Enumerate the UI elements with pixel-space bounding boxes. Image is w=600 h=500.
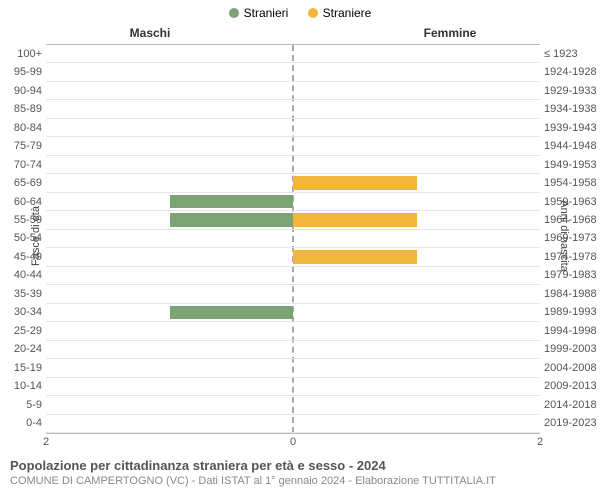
chart-subtitle: COMUNE DI CAMPERTOGNO (VC) - Dati ISTAT … (10, 475, 590, 487)
bar-female (293, 213, 417, 226)
y-tick-age: 65-69 (2, 177, 42, 189)
y-tick-age: 55-59 (2, 214, 42, 226)
y-tick-birth: 1949-1953 (544, 159, 596, 171)
y-tick-birth: ≤ 1923 (544, 48, 596, 60)
chart-row: 85-891934-1938 (46, 100, 540, 118)
chart-row: 20-241999-2003 (46, 341, 540, 359)
chart-row: 70-741949-1953 (46, 156, 540, 174)
legend-label-female: Straniere (323, 6, 372, 20)
chart-row: 55-591964-1968 (46, 211, 540, 229)
chart-footer: Popolazione per cittadinanza straniera p… (0, 454, 600, 487)
bar-male (170, 306, 294, 319)
legend-swatch-female (308, 8, 318, 18)
chart-row: 60-641959-1963 (46, 193, 540, 211)
header-male: Maschi (0, 26, 300, 40)
y-tick-age: 95-99 (2, 66, 42, 78)
chart-row: 50-541969-1973 (46, 230, 540, 248)
y-tick-birth: 1944-1948 (544, 140, 596, 152)
y-tick-birth: 1979-1983 (544, 269, 596, 281)
y-tick-birth: 1984-1988 (544, 288, 596, 300)
chart-row: 35-391984-1988 (46, 285, 540, 303)
chart-title: Popolazione per cittadinanza straniera p… (10, 458, 590, 473)
chart-row: 75-791944-1948 (46, 137, 540, 155)
y-tick-age: 70-74 (2, 159, 42, 171)
y-tick-age: 90-94 (2, 85, 42, 97)
y-tick-birth: 1994-1998 (544, 325, 596, 337)
population-pyramid-chart: Stranieri Straniere Maschi Femmine Fasce… (0, 0, 600, 500)
y-tick-age: 25-29 (2, 325, 42, 337)
y-tick-age: 35-39 (2, 288, 42, 300)
chart-row: 0-42019-2023 (46, 415, 540, 433)
y-tick-age: 5-9 (2, 399, 42, 411)
y-tick-birth: 1934-1938 (544, 103, 596, 115)
legend-item-male: Stranieri (229, 6, 289, 20)
y-tick-birth: 1929-1933 (544, 85, 596, 97)
y-tick-birth: 1969-1973 (544, 232, 596, 244)
y-tick-age: 60-64 (2, 196, 42, 208)
legend-swatch-male (229, 8, 239, 18)
chart-row: 5-92014-2018 (46, 396, 540, 414)
bar-male (170, 213, 294, 226)
y-tick-birth: 2004-2008 (544, 362, 596, 374)
chart-row: 25-291994-1998 (46, 322, 540, 340)
bar-female (293, 176, 417, 189)
y-tick-age: 10-14 (2, 380, 42, 392)
y-tick-birth: 2019-2023 (544, 417, 596, 429)
y-tick-age: 0-4 (2, 417, 42, 429)
x-tick: 2 (537, 436, 543, 448)
chart-row: 40-441979-1983 (46, 267, 540, 285)
chart-x-axis: 2 0 2 (46, 434, 540, 454)
y-tick-age: 20-24 (2, 343, 42, 355)
chart-row: 30-341989-1993 (46, 304, 540, 322)
x-tick: 0 (290, 436, 296, 448)
y-tick-age: 100+ (2, 48, 42, 60)
y-tick-birth: 1939-1943 (544, 122, 596, 134)
bar-male (170, 195, 294, 208)
chart-row: 100+≤ 1923 (46, 45, 540, 63)
chart-row: 90-941929-1933 (46, 82, 540, 100)
chart-row: 65-691954-1958 (46, 174, 540, 192)
y-tick-age: 30-34 (2, 306, 42, 318)
y-tick-age: 40-44 (2, 269, 42, 281)
y-tick-age: 75-79 (2, 140, 42, 152)
chart-plot-area: 100+≤ 192395-991924-192890-941929-193385… (46, 44, 540, 434)
y-tick-birth: 1959-1963 (544, 196, 596, 208)
y-tick-birth: 1964-1968 (544, 214, 596, 226)
bar-female (293, 250, 417, 263)
y-tick-birth: 2009-2013 (544, 380, 596, 392)
y-tick-birth: 2014-2018 (544, 399, 596, 411)
chart-panel-headers: Maschi Femmine (0, 26, 600, 44)
y-tick-age: 45-49 (2, 251, 42, 263)
y-tick-age: 80-84 (2, 122, 42, 134)
x-tick: 2 (43, 436, 49, 448)
y-tick-age: 50-54 (2, 232, 42, 244)
chart-row: 45-491974-1978 (46, 248, 540, 266)
y-tick-birth: 1954-1958 (544, 177, 596, 189)
chart-legend: Stranieri Straniere (0, 0, 600, 26)
y-tick-age: 85-89 (2, 103, 42, 115)
y-tick-age: 15-19 (2, 362, 42, 374)
chart-row: 80-841939-1943 (46, 119, 540, 137)
y-tick-birth: 1989-1993 (544, 306, 596, 318)
chart-row: 95-991924-1928 (46, 63, 540, 81)
y-tick-birth: 1974-1978 (544, 251, 596, 263)
chart-row: 15-192004-2008 (46, 359, 540, 377)
legend-item-female: Straniere (308, 6, 372, 20)
y-tick-birth: 1999-2003 (544, 343, 596, 355)
legend-label-male: Stranieri (244, 6, 289, 20)
y-tick-birth: 1924-1928 (544, 66, 596, 78)
header-female: Femmine (300, 26, 600, 40)
chart-row: 10-142009-2013 (46, 378, 540, 396)
